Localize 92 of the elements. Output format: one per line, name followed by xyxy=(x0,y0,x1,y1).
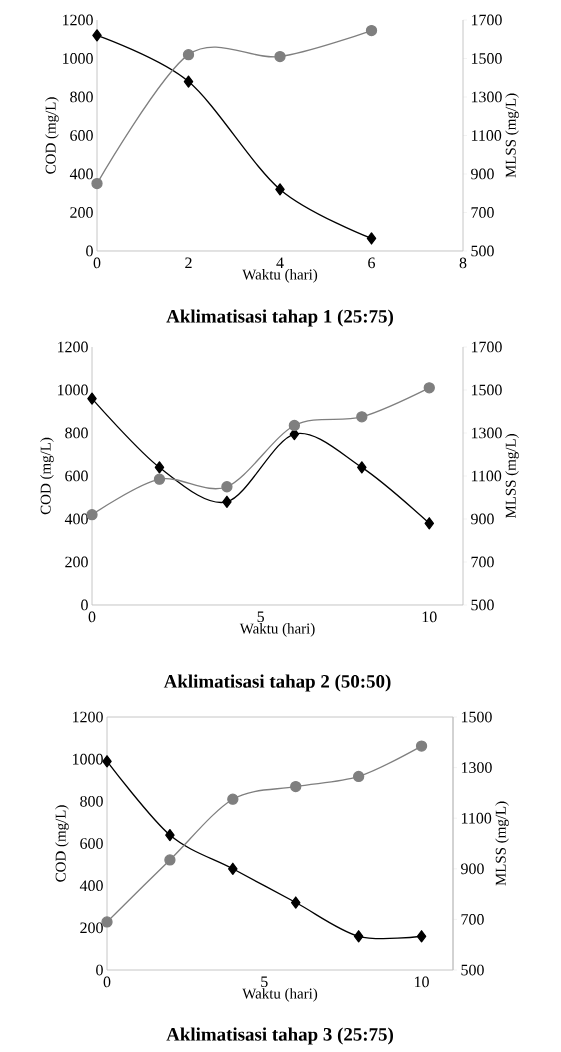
y2-axis-title: MLSS (mg/L) xyxy=(495,801,509,886)
text: Aklimatisasi tahap 3 (25:75) xyxy=(166,1027,393,1045)
point xyxy=(352,770,365,783)
x-axis-title: Waktu (hari) xyxy=(242,269,318,283)
y2-tick-label: 900 xyxy=(471,168,494,180)
point xyxy=(92,29,102,42)
point xyxy=(164,854,176,866)
y-tick-label: 600 xyxy=(70,130,93,141)
y-tick-label: 400 xyxy=(69,168,93,180)
x-tick-label: 5 xyxy=(261,976,268,988)
point xyxy=(357,461,367,474)
point xyxy=(165,828,175,842)
x-tick-label: 6 xyxy=(368,257,376,269)
x-axis-title: Waktu (hari) xyxy=(239,623,315,637)
y2-tick-label: 700 xyxy=(471,207,494,218)
x-tick-label: 4 xyxy=(276,257,284,268)
point xyxy=(416,930,427,943)
y-tick-label: 1200 xyxy=(73,711,103,723)
y-tick-label: 1000 xyxy=(58,384,88,396)
point xyxy=(222,495,232,508)
point xyxy=(101,916,113,928)
y-axis-title: COD (mg/L) xyxy=(40,437,54,515)
y2-tick-label: 500 xyxy=(471,245,494,257)
y-tick-label: 1200 xyxy=(63,14,93,26)
y2-tick-label: 1300 xyxy=(471,427,502,439)
x-tick-label: 5 xyxy=(257,611,264,623)
text: Aklimatisasi tahap 2 (50:50) xyxy=(163,674,391,692)
point xyxy=(183,75,194,88)
point xyxy=(424,517,435,530)
y2-tick-label: 1300 xyxy=(471,91,502,103)
point xyxy=(423,382,435,394)
x-tick-label: 0 xyxy=(103,976,111,988)
y2-tick-label: 1100 xyxy=(471,130,502,141)
y-axis-title: COD (mg/L) xyxy=(45,97,59,174)
point xyxy=(290,896,301,909)
y2-tick-label: 1300 xyxy=(461,762,492,773)
point xyxy=(275,183,285,196)
x-tick-label: 8 xyxy=(459,257,467,269)
y-tick-label: 200 xyxy=(65,556,88,568)
text: Aklimatisasi tahap 1 (25:75) xyxy=(166,309,393,327)
y2-tick-label: 500 xyxy=(461,964,484,976)
x-tick-label: 10 xyxy=(422,611,437,623)
y-tick-label: 400 xyxy=(79,880,103,892)
y2-tick-label: 1500 xyxy=(471,53,502,64)
point xyxy=(87,392,97,405)
y2-tick-label: 1700 xyxy=(471,14,502,26)
y-tick-label: 400 xyxy=(64,513,88,525)
y-tick-label: 800 xyxy=(70,91,93,103)
y2-tick-label: 1100 xyxy=(471,470,502,482)
y-tick-label: 800 xyxy=(80,795,103,807)
y-tick-label: 800 xyxy=(65,427,88,439)
y-tick-label: 0 xyxy=(96,964,103,976)
y2-axis-title: MLSS (mg/L) xyxy=(505,93,519,178)
y2-tick-label: 500 xyxy=(471,599,494,611)
point xyxy=(353,930,364,943)
point xyxy=(228,862,238,875)
y2-tick-label: 1700 xyxy=(471,341,502,353)
y-tick-label: 200 xyxy=(80,922,103,934)
x-axis-title: Waktu (hari) xyxy=(242,988,318,1002)
y2-tick-label: 1500 xyxy=(471,384,502,396)
y-tick-label: 200 xyxy=(70,207,93,218)
x-tick-label: 10 xyxy=(414,976,429,988)
point xyxy=(366,232,377,245)
y-tick-label: 600 xyxy=(80,838,103,849)
y-tick-label: 0 xyxy=(86,245,93,257)
point xyxy=(153,473,166,485)
point xyxy=(182,48,195,61)
y2-tick-label: 1100 xyxy=(461,812,492,824)
y2-tick-label: 900 xyxy=(461,863,484,875)
point xyxy=(102,755,112,768)
point xyxy=(415,740,428,752)
y-tick-label: 1000 xyxy=(63,53,93,64)
point xyxy=(356,411,368,423)
y-tick-label: 1000 xyxy=(73,753,103,765)
y-tick-label: 1200 xyxy=(58,341,88,353)
y2-tick-label: 1500 xyxy=(461,711,492,723)
point xyxy=(365,24,378,37)
y2-tick-label: 900 xyxy=(471,513,494,525)
point xyxy=(288,419,301,432)
point xyxy=(290,780,302,793)
y2-axis-title: MLSS (mg/L) xyxy=(505,434,519,519)
point xyxy=(274,50,286,63)
y-tick-label: 0 xyxy=(81,599,88,611)
y2-tick-label: 700 xyxy=(471,556,494,568)
y-axis-title: COD (mg/L) xyxy=(55,805,69,882)
y2-tick-label: 700 xyxy=(461,914,484,925)
point xyxy=(91,177,103,190)
y-tick-label: 600 xyxy=(65,470,88,482)
x-tick-label: 2 xyxy=(185,257,192,269)
point xyxy=(221,481,233,493)
point xyxy=(227,793,239,805)
point xyxy=(154,461,165,474)
